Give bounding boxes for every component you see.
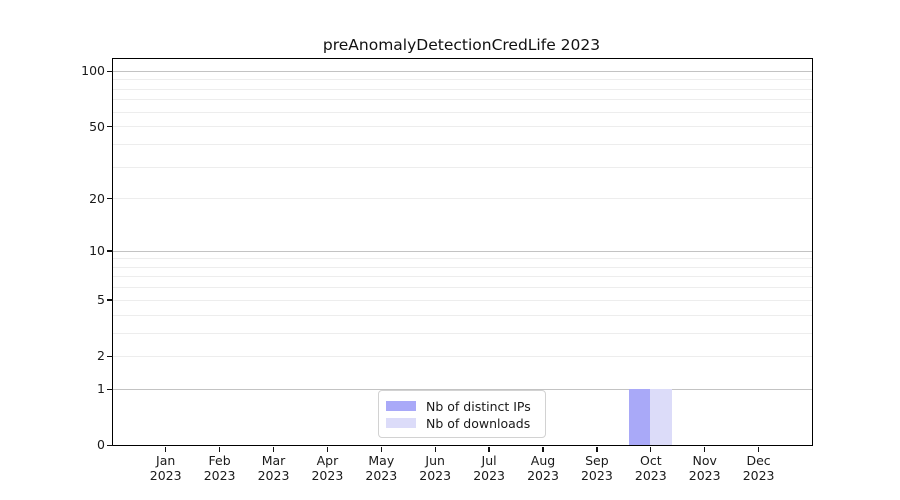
gridline-minor-70 (113, 99, 812, 101)
gridline-major-1 (113, 388, 812, 390)
gridline-minor-40 (113, 143, 812, 145)
gridline-minor-80 (113, 88, 812, 90)
gridline-minor-50 (113, 126, 812, 128)
y-tick-mark-100 (107, 70, 113, 72)
chart-title: preAnomalyDetectionCredLife 2023 (322, 36, 601, 54)
x-tick-month: Oct (639, 453, 662, 468)
x-tick-label-sep-2023: Sep 2023 (567, 453, 627, 483)
y-tick-label-20: 20 (89, 190, 105, 206)
gridline-minor-90 (113, 79, 812, 81)
x-tick-month: Aug (530, 453, 556, 468)
y-tick-label-50: 50 (89, 118, 105, 134)
x-tick-label-oct-2023: Oct 2023 (621, 453, 681, 483)
gridline-minor-3 (113, 332, 812, 334)
x-tick-mark-oct-2023 (650, 446, 652, 452)
legend-item-nb-of-downloads: Nb of downloads (386, 415, 536, 431)
x-tick-year: 2023 (203, 467, 236, 483)
x-tick-year: 2023 (527, 467, 559, 483)
x-tick-label-apr-2023: Apr 2023 (297, 453, 357, 483)
gridline-minor-2 (113, 355, 812, 357)
x-tick-mark-apr-2023 (326, 446, 329, 452)
y-tick-label-0: 0 (97, 437, 105, 453)
legend-swatch-nb-of-downloads (386, 417, 416, 429)
x-tick-mark-aug-2023 (542, 446, 544, 452)
gridline-minor-30 (113, 166, 812, 168)
y-tick-mark-1 (107, 388, 113, 390)
y-tick-label-100: 100 (81, 63, 105, 79)
gridline-major-100 (113, 70, 812, 72)
x-tick-year: 2023 (149, 467, 182, 483)
gridline-minor-9 (113, 258, 812, 260)
x-tick-month: Jan (156, 453, 176, 468)
x-tick-label-mar-2023: Mar 2023 (244, 453, 304, 483)
x-tick-month: Jun (425, 453, 445, 468)
x-tick-label-jun-2023: Jun 2023 (405, 453, 465, 483)
bar-nb-of-distinct-ips-oct-2023 (628, 388, 651, 445)
x-tick-mark-jun-2023 (434, 446, 436, 452)
legend: Nb of distinct IPs Nb of downloads (378, 390, 546, 438)
x-tick-mark-may-2023 (380, 446, 382, 452)
gridline-minor-20 (113, 198, 812, 200)
y-tick-label-5: 5 (97, 292, 105, 308)
x-tick-year: 2023 (365, 467, 398, 483)
x-tick-mark-jan-2023 (165, 446, 167, 452)
x-tick-label-nov-2023: Nov 2023 (675, 453, 735, 483)
x-tick-mark-dec-2023 (757, 446, 760, 452)
gridline-minor-4 (113, 314, 812, 316)
legend-item-nb-of-distinct-ips: Nb of distinct IPs (386, 398, 536, 414)
legend-swatch-nb-of-distinct-ips (386, 400, 416, 412)
x-tick-mark-mar-2023 (272, 446, 275, 452)
plot-area: Nb of distinct IPs Nb of downloads (112, 58, 813, 446)
legend-label: Nb of distinct IPs (426, 398, 531, 414)
x-tick-month: Mar (261, 453, 286, 468)
y-tick-label-2: 2 (97, 348, 105, 364)
x-tick-month: May (368, 453, 395, 468)
x-tick-month: Nov (692, 453, 717, 468)
y-tick-mark-0 (107, 444, 113, 447)
x-tick-mark-nov-2023 (704, 446, 706, 452)
y-tick-label-10: 10 (89, 243, 105, 259)
x-tick-month: Sep (585, 453, 609, 468)
x-tick-year: 2023 (311, 467, 344, 483)
x-tick-year: 2023 (634, 467, 667, 483)
x-tick-year: 2023 (419, 467, 452, 483)
x-tick-label-aug-2023: Aug 2023 (513, 453, 573, 483)
x-tick-label-jan-2023: Jan 2023 (136, 453, 196, 483)
gridline-major-10 (113, 250, 812, 252)
gridline-minor-60 (113, 111, 812, 113)
x-tick-mark-feb-2023 (218, 446, 221, 452)
x-tick-mark-jul-2023 (488, 446, 490, 452)
x-tick-label-dec-2023: Dec 2023 (729, 453, 789, 483)
y-tick-label-1: 1 (97, 381, 105, 397)
gridline-minor-8 (113, 266, 812, 268)
x-tick-label-may-2023: May 2023 (351, 453, 411, 483)
x-tick-year: 2023 (257, 467, 290, 483)
x-tick-year: 2023 (473, 467, 505, 483)
y-tick-mark-10 (107, 250, 113, 252)
gridline-minor-5 (113, 299, 812, 301)
gridline-minor-6 (113, 287, 812, 289)
x-tick-month: Feb (208, 453, 231, 468)
x-tick-label-jul-2023: Jul 2023 (459, 453, 519, 483)
x-tick-month: Jul (481, 453, 497, 468)
x-tick-month: Dec (746, 453, 771, 468)
y-tick-mark-5 (107, 299, 113, 301)
y-tick-mark-20 (107, 197, 113, 200)
y-tick-mark-50 (107, 126, 113, 128)
gridline-minor-7 (113, 276, 812, 278)
x-tick-year: 2023 (742, 467, 775, 483)
legend-label: Nb of downloads (426, 415, 531, 431)
x-tick-month: Apr (316, 453, 339, 468)
x-tick-label-feb-2023: Feb 2023 (190, 453, 250, 483)
y-tick-mark-2 (107, 355, 113, 358)
bar-nb-of-downloads-oct-2023 (650, 388, 672, 445)
x-tick-mark-sep-2023 (596, 446, 598, 452)
x-tick-year: 2023 (688, 467, 721, 483)
x-tick-year: 2023 (580, 467, 613, 483)
